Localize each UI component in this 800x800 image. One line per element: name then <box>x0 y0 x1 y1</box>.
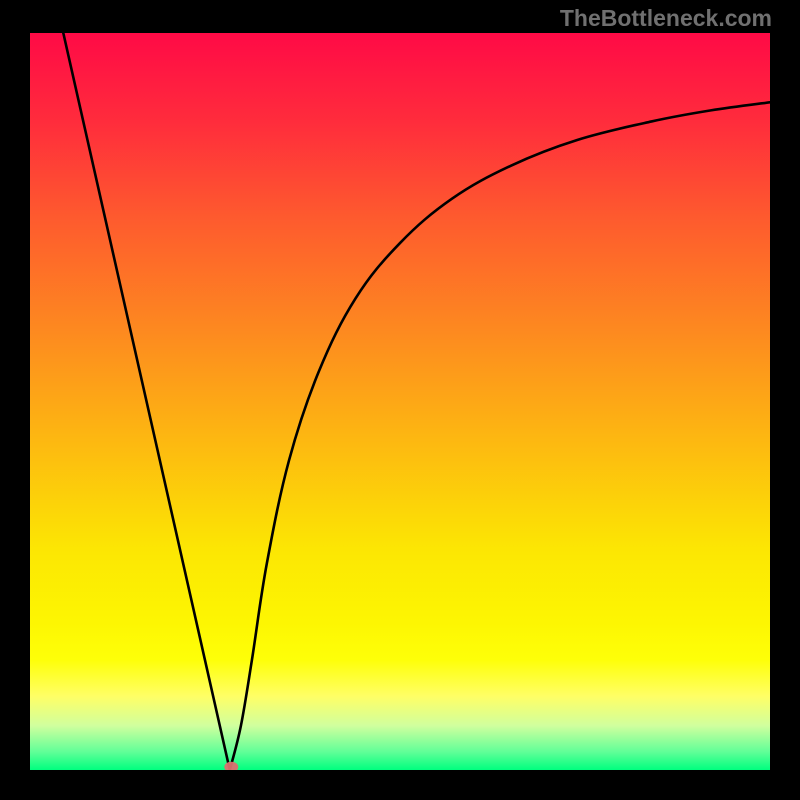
plot-area <box>30 33 770 770</box>
chart-svg <box>30 33 770 770</box>
watermark-text: TheBottleneck.com <box>560 5 772 32</box>
chart-frame: TheBottleneck.com <box>0 0 800 800</box>
gradient-background <box>30 33 770 770</box>
